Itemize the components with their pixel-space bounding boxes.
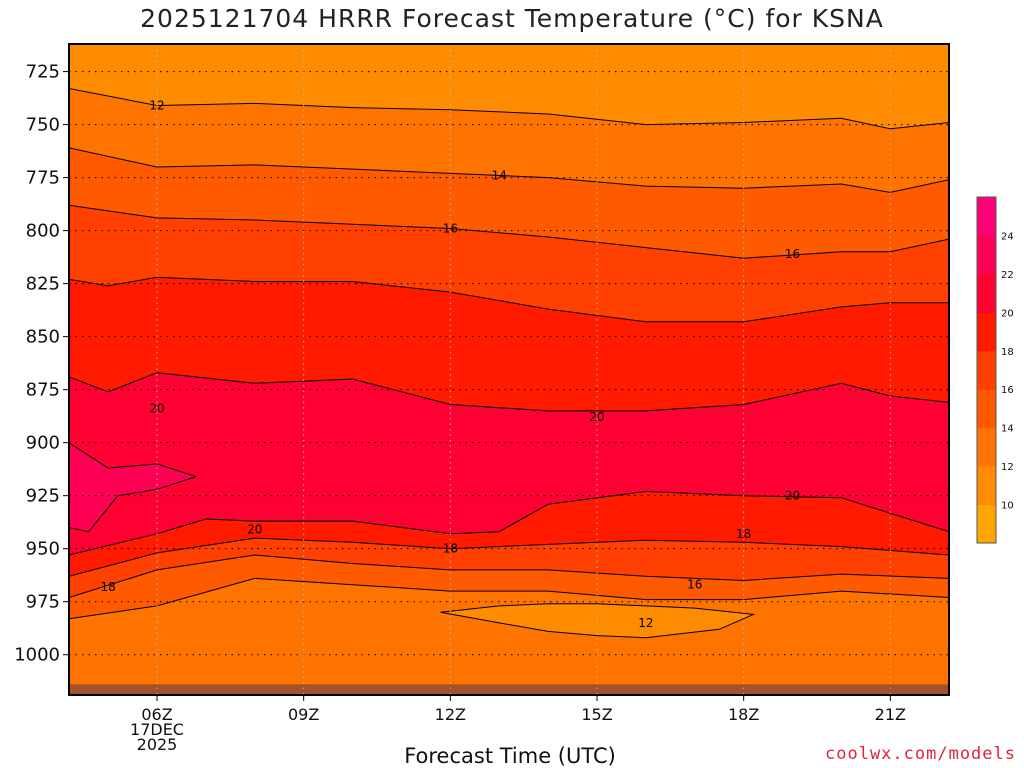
y-tick-label: 725: [26, 62, 60, 83]
y-tick-label: 750: [26, 115, 60, 136]
colorbar-segment: [977, 350, 996, 390]
y-tick-label: 1000: [14, 645, 60, 666]
y-tick-label: 900: [26, 433, 60, 454]
y-tick-label: 975: [26, 592, 60, 613]
temperature-band: [69, 578, 949, 695]
colorbar-tick-label: 22: [1001, 270, 1014, 281]
grid-lines: [69, 44, 949, 695]
cold-pocket: [440, 603, 754, 638]
x-tick-label: 09Z: [288, 705, 319, 724]
x-tick-label: 17DEC: [130, 720, 184, 739]
contour-labels: 12 14 16 16 20 20 20 20 18 18 18 16 12: [100, 98, 800, 629]
contour-label: 16: [443, 221, 458, 235]
colorbar-tick-label: 18: [1001, 347, 1014, 358]
contour-label: 20: [785, 489, 800, 503]
plot-area: [69, 44, 949, 695]
contour-label: 20: [589, 410, 604, 424]
isotherm-line: [69, 88, 949, 130]
x-tick-label: 12Z: [435, 705, 466, 724]
chart-title: 2025121704 HRRR Forecast Temperature (°C…: [140, 4, 884, 33]
plot-frame: [68, 43, 950, 696]
colorbar-tick-label: 14: [1001, 424, 1014, 435]
y-tick-label: 925: [26, 486, 60, 507]
warm-pocket: [69, 442, 198, 533]
ground-strip: [69, 684, 949, 695]
colorbar-tick-label: 12: [1001, 462, 1014, 473]
isotherm-line: [69, 372, 949, 412]
colorbar-segment: [977, 466, 996, 506]
colorbar-frame: [976, 196, 997, 544]
contour-label: 20: [149, 402, 164, 416]
credit-link[interactable]: coolwx.com/models: [825, 744, 1016, 764]
colorbar-segment: [977, 504, 996, 544]
x-axis-label: Forecast Time (UTC): [404, 744, 616, 768]
contour-label: 16: [687, 578, 702, 592]
contour-label: 16: [785, 247, 800, 261]
colorbar-segment: [977, 389, 996, 429]
colorbar-tick-label: 20: [1001, 308, 1014, 319]
isotherm-line: [440, 603, 756, 639]
x-tick-label: 2025: [137, 735, 178, 754]
y-tick-label: 950: [26, 539, 60, 560]
y-tick-label: 775: [26, 168, 60, 189]
colorbar-segment: [977, 427, 996, 467]
contour-label: 18: [100, 580, 115, 594]
colorbar-tick-label: 24: [1001, 231, 1014, 242]
colorbar-segment: [977, 197, 996, 236]
isotherm-line: [69, 537, 949, 577]
axes: 725 750 775 800 825 850 875 900 925 950 975 1000 06Z…: [14, 43, 950, 754]
contour-label: 20: [247, 523, 262, 537]
y-tick-label: 875: [26, 380, 60, 401]
colorbar-segment: [977, 235, 996, 275]
x-tick-label: 15Z: [581, 705, 612, 724]
colorbar-tick-label: 16: [1001, 385, 1014, 396]
colorbar-tick-label: 10: [1001, 501, 1014, 512]
colorbar-segment: [977, 312, 996, 352]
temperature-band: [69, 44, 949, 129]
x-tick-label: 21Z: [875, 705, 906, 724]
isotherm-line: [69, 554, 949, 598]
contour-label: 14: [492, 168, 507, 182]
colorbar: 10 12 14 16 18 20 22 24: [976, 196, 1014, 544]
colorbar-segment: [977, 273, 996, 313]
isotherm-line: [69, 147, 949, 193]
contour-label: 18: [443, 542, 458, 556]
x-tick-label: 18Z: [728, 705, 759, 724]
isotherm-line: [69, 490, 949, 556]
isotherm-line: [69, 204, 949, 259]
y-tick-label: 800: [26, 221, 60, 242]
isotherm-lines: [69, 88, 949, 639]
contour-label: 18: [736, 527, 751, 541]
y-tick-label: 850: [26, 327, 60, 348]
contour-label: 12: [638, 616, 653, 630]
isotherm-line: [69, 577, 949, 620]
x-tick-label: 06Z: [141, 705, 172, 724]
isotherm-line: [69, 276, 949, 323]
y-tick-label: 825: [26, 274, 60, 295]
contour-label: 12: [149, 98, 164, 112]
